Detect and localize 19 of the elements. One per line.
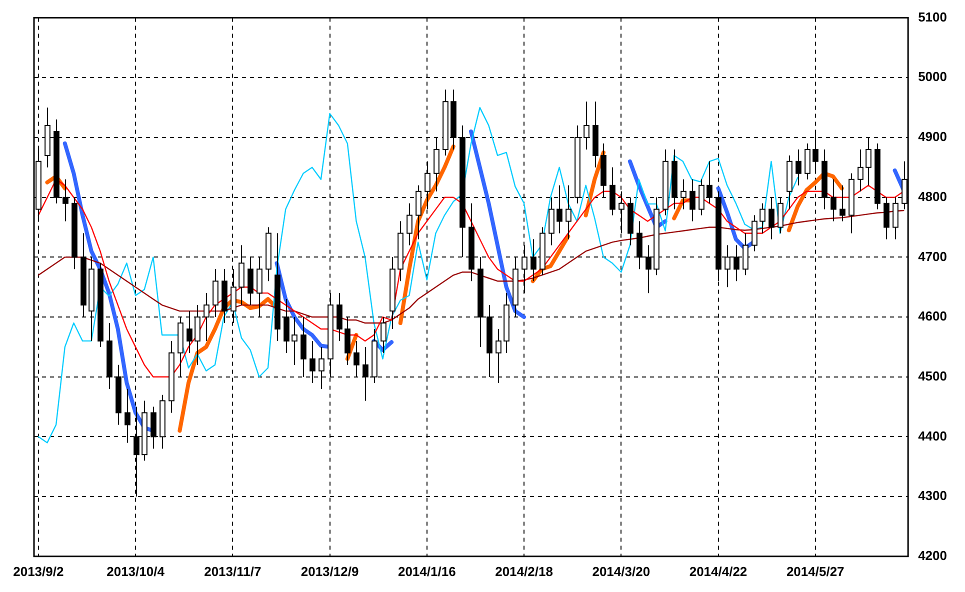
x-tick-label: 2014/3/20 <box>592 564 650 579</box>
y-tick-label: 4200 <box>918 548 947 563</box>
y-tick-label: 5100 <box>918 9 947 24</box>
x-tick-label: 2013/9/2 <box>13 564 64 579</box>
x-tick-label: 2013/11/7 <box>204 564 262 579</box>
y-tick-label: 4500 <box>918 368 947 384</box>
x-tick-label: 2013/12/9 <box>300 564 359 579</box>
y-tick-label: 4300 <box>918 488 947 504</box>
x-tick-label: 2014/1/16 <box>398 564 456 579</box>
y-tick-label: 4600 <box>918 308 947 324</box>
y-tick-label: 4800 <box>918 188 947 204</box>
y-tick-label: 4400 <box>918 428 947 444</box>
y-tick-label: 4700 <box>918 248 947 264</box>
x-tick-label: 2013/10/4 <box>106 564 166 579</box>
y-tick-label: 5000 <box>918 69 947 84</box>
x-tick-label: 2014/4/22 <box>689 564 748 579</box>
x-tick-label: 2014/5/27 <box>786 564 844 579</box>
y-tick-label: 4900 <box>918 129 947 144</box>
x-tick-label: 2014/2/18 <box>495 564 553 579</box>
